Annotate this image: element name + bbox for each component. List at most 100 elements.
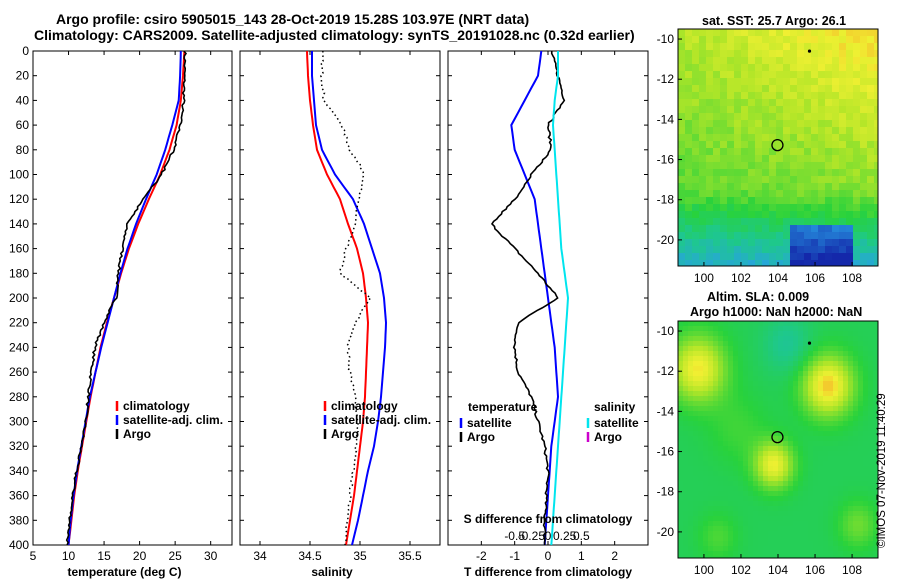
map-cell bbox=[718, 496, 724, 502]
map-cell bbox=[692, 78, 700, 86]
map-cell bbox=[846, 134, 854, 142]
map-cell bbox=[768, 431, 774, 437]
map-cell bbox=[858, 416, 864, 422]
map-cell bbox=[808, 531, 814, 537]
map-cell bbox=[678, 43, 686, 51]
map-cell bbox=[790, 64, 798, 72]
map-cell bbox=[738, 421, 744, 427]
map-cell bbox=[762, 260, 770, 267]
map-cell bbox=[773, 401, 779, 407]
map-cell bbox=[698, 416, 704, 422]
map-cell bbox=[768, 496, 774, 502]
map-cell bbox=[838, 441, 844, 447]
map-cell bbox=[818, 366, 824, 372]
map-cell bbox=[804, 64, 812, 72]
map-cell bbox=[839, 64, 847, 72]
map-cell bbox=[773, 411, 779, 417]
map-cell bbox=[748, 326, 754, 332]
map-cell bbox=[818, 511, 824, 517]
map-cell bbox=[868, 491, 874, 497]
map-cell bbox=[773, 326, 779, 332]
map-cell bbox=[768, 446, 774, 452]
map-cell bbox=[718, 471, 724, 477]
map-cell bbox=[783, 396, 789, 402]
map-cell bbox=[839, 148, 847, 156]
map-cell bbox=[838, 466, 844, 472]
map-cell bbox=[832, 246, 840, 254]
map-cell bbox=[720, 225, 728, 233]
map-cell bbox=[858, 531, 864, 537]
map-cell bbox=[720, 120, 728, 128]
map-cell bbox=[808, 446, 814, 452]
map-cell bbox=[860, 71, 868, 79]
map-cell bbox=[846, 78, 854, 86]
map-cell bbox=[803, 416, 809, 422]
map-cell bbox=[698, 476, 704, 482]
map-cell bbox=[843, 516, 849, 522]
map-cell bbox=[692, 71, 700, 79]
map-cell bbox=[790, 57, 798, 65]
map-cell bbox=[867, 57, 875, 65]
map-cell bbox=[734, 99, 742, 107]
map-cell bbox=[753, 461, 759, 467]
map-cell bbox=[748, 246, 756, 254]
map-cell bbox=[713, 486, 719, 492]
map-cell bbox=[727, 92, 735, 100]
map-cell bbox=[733, 331, 739, 337]
y-tick-label: 300 bbox=[9, 415, 29, 429]
map-cell bbox=[758, 536, 764, 542]
map-cell bbox=[678, 253, 686, 261]
map-cell bbox=[839, 204, 847, 212]
map-cell bbox=[743, 396, 749, 402]
map-cell bbox=[738, 361, 744, 367]
map-cell bbox=[818, 141, 826, 149]
y-tick-label: 320 bbox=[9, 439, 29, 453]
map-cell bbox=[703, 426, 709, 432]
map-cell bbox=[706, 204, 714, 212]
map-cell bbox=[825, 190, 833, 198]
map-cell bbox=[838, 451, 844, 457]
map-cell bbox=[832, 218, 840, 226]
map-cell bbox=[818, 113, 826, 121]
map-cell bbox=[833, 421, 839, 427]
map-cell bbox=[853, 113, 861, 121]
map-cell bbox=[823, 361, 829, 367]
map-cell bbox=[803, 331, 809, 337]
map-cell bbox=[790, 141, 798, 149]
map-cell bbox=[867, 162, 875, 170]
map-cell bbox=[793, 331, 799, 337]
map-cell bbox=[703, 496, 709, 502]
map-cell bbox=[698, 471, 704, 477]
map-cell bbox=[683, 411, 689, 417]
map-cell bbox=[698, 421, 704, 427]
map-cell bbox=[741, 36, 749, 44]
map-cell bbox=[723, 416, 729, 422]
map-cell bbox=[708, 416, 714, 422]
map-cell bbox=[748, 134, 756, 142]
map-cell bbox=[868, 466, 874, 472]
map-cell bbox=[843, 386, 849, 392]
map-cell bbox=[808, 491, 814, 497]
map-cell bbox=[743, 531, 749, 537]
map-cell bbox=[825, 78, 833, 86]
map-cell bbox=[813, 476, 819, 482]
top-tick-label: 0.5 bbox=[573, 529, 590, 543]
map-cell bbox=[818, 326, 824, 332]
map-cell bbox=[838, 491, 844, 497]
map-cell bbox=[788, 366, 794, 372]
map-cell bbox=[753, 471, 759, 477]
map-cell bbox=[793, 541, 799, 547]
map-cell bbox=[698, 496, 704, 502]
map-cell bbox=[838, 346, 844, 352]
map-cell bbox=[741, 43, 749, 51]
map-cell bbox=[698, 436, 704, 442]
map-cell bbox=[755, 246, 763, 254]
map-cell bbox=[713, 446, 719, 452]
map-cell bbox=[788, 336, 794, 342]
panel-temperature: 5 10 15 20 25 3002040608010012014016018020022… bbox=[9, 44, 233, 579]
map-cell bbox=[753, 506, 759, 512]
map-cell bbox=[678, 326, 684, 332]
map-cell bbox=[778, 496, 784, 502]
map-cell bbox=[748, 190, 756, 198]
map-cell bbox=[698, 506, 704, 512]
